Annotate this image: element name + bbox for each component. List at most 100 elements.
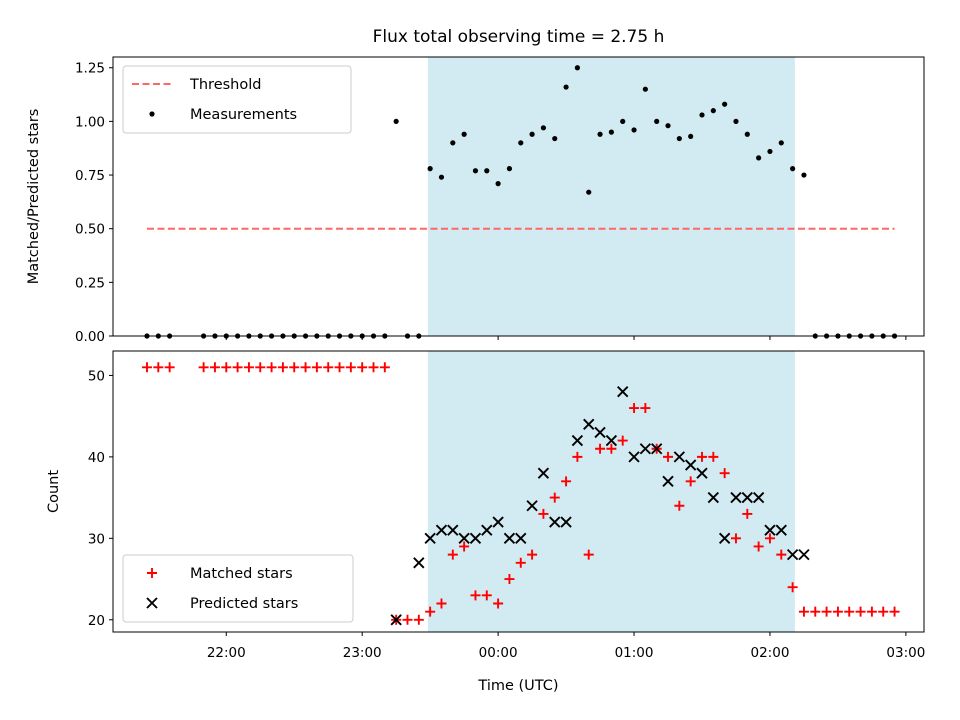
top-panel: Flux total observing time = 2.75 h 0.00 0… [26, 27, 925, 345]
y-tick-label: 0.25 [75, 275, 105, 291]
data-point [631, 127, 637, 133]
data-point [549, 516, 561, 528]
data-point [549, 492, 560, 503]
data-point [710, 108, 716, 114]
series-predicted-stars [390, 386, 810, 626]
data-point [164, 362, 175, 373]
data-point [753, 541, 764, 552]
data-point [450, 140, 456, 146]
data-point [742, 508, 753, 519]
y-tick-label: 40 [88, 450, 105, 466]
axes-frame [112, 56, 925, 337]
data-point [552, 135, 558, 142]
data-point [574, 65, 580, 71]
x-tick-label: 03:00 [886, 645, 925, 661]
data-point [492, 516, 504, 528]
data-point [640, 403, 651, 414]
data-point [527, 549, 538, 560]
y-tick-label: 1.00 [75, 114, 105, 130]
legend-swatch [147, 568, 157, 578]
data-point [289, 362, 300, 373]
data-point [889, 606, 900, 617]
data-point [764, 533, 775, 544]
x-axis-label: Time (UTC) [477, 678, 558, 694]
data-point [277, 362, 288, 373]
data-point [141, 362, 152, 373]
data-point [744, 131, 750, 137]
plot-area [141, 351, 900, 632]
data-point [481, 524, 493, 536]
data-point [821, 606, 832, 617]
data-point [300, 362, 311, 373]
data-point [832, 606, 843, 617]
data-point [518, 140, 524, 146]
legend-frame [122, 65, 352, 134]
data-point [662, 475, 674, 487]
data-point [436, 598, 447, 609]
data-point [878, 606, 889, 617]
data-point [741, 491, 753, 504]
data-point [688, 133, 694, 140]
data-point [594, 426, 606, 439]
data-point [764, 524, 776, 536]
x-tick-label: 01:00 [615, 645, 654, 661]
data-point [733, 118, 739, 124]
data-point [493, 598, 504, 609]
x-tick-label: 23:00 [343, 645, 382, 661]
data-point [266, 362, 277, 373]
data-point [651, 443, 663, 455]
data-point [311, 362, 322, 373]
data-point [583, 549, 594, 560]
data-point [730, 533, 741, 544]
data-point [810, 606, 821, 617]
x-tick-label: 22:00 [207, 645, 246, 661]
data-point [413, 557, 425, 569]
data-point [461, 131, 467, 137]
series-matched-stars [141, 362, 900, 625]
data-point [663, 451, 674, 462]
data-point [790, 166, 796, 172]
legend: Matched stars Predicted stars [122, 554, 354, 623]
data-point [787, 582, 798, 593]
data-point [673, 451, 686, 463]
data-point [696, 467, 708, 479]
data-point [866, 606, 877, 617]
data-point [719, 468, 730, 479]
data-point [529, 131, 535, 137]
data-point [427, 166, 433, 172]
data-point [639, 443, 652, 455]
legend: Threshold Measurements [122, 65, 352, 134]
data-point [595, 443, 606, 454]
data-point [537, 467, 550, 479]
data-point [153, 362, 164, 373]
data-point [438, 174, 445, 180]
data-point [379, 362, 390, 373]
data-point [538, 508, 549, 519]
y-tick-label: 0.00 [75, 329, 105, 345]
observing-window-band [427, 57, 795, 336]
data-point [620, 118, 626, 124]
data-point [424, 532, 436, 545]
data-point [654, 118, 660, 124]
data-point [776, 549, 787, 560]
data-point [345, 362, 356, 373]
data-point [458, 532, 470, 545]
plot-area [144, 57, 898, 339]
y-tick-label: 0.75 [75, 168, 105, 184]
data-point [198, 362, 209, 373]
data-point [484, 168, 490, 174]
data-point [563, 84, 569, 90]
data-point [665, 123, 671, 129]
data-point [472, 168, 479, 174]
data-point [597, 131, 603, 137]
data-point [628, 451, 640, 463]
data-point [752, 491, 765, 504]
data-point [718, 532, 731, 545]
y-tick-label: 30 [88, 531, 105, 547]
y-tick-label: 20 [88, 613, 105, 629]
data-point [334, 362, 345, 373]
data-point [583, 418, 595, 430]
data-point [572, 451, 583, 462]
legend-swatch [146, 597, 158, 609]
